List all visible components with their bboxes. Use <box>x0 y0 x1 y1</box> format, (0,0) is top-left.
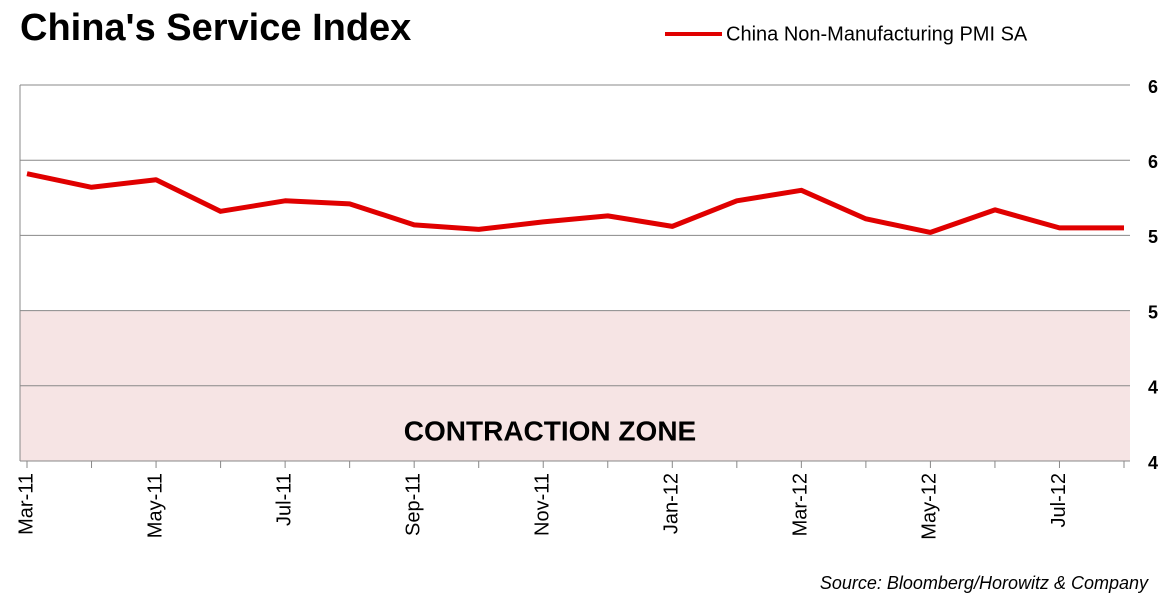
source: Source: Bloomberg/Horowitz & Company <box>820 573 1149 593</box>
x-tick-label: May-11 <box>144 473 166 538</box>
x-tick-label: Jul-12 <box>1048 473 1070 527</box>
y-tick-label: 55 <box>1148 227 1158 247</box>
y-tick-label: 40 <box>1148 453 1158 473</box>
chart-title: China's Service Index <box>20 7 411 49</box>
x-tick-label: Sep-11 <box>402 473 424 536</box>
annotation: CONTRACTION ZONE <box>404 415 696 446</box>
y-tick-label: 65 <box>1148 77 1158 97</box>
x-tick-label: Jul-11 <box>273 473 295 526</box>
x-tick-label: May-12 <box>919 473 941 540</box>
y-tick-label: 50 <box>1148 302 1158 322</box>
x-tick-label: Jan-12 <box>661 473 683 534</box>
x-tick-label: Nov-11 <box>532 473 554 536</box>
legend-label: China Non-Manufacturing PMI SA <box>726 23 1028 45</box>
x-tick-label: Mar-11 <box>15 473 37 535</box>
y-tick-label: 60 <box>1148 152 1158 172</box>
y-tick-label: 45 <box>1148 378 1158 398</box>
data-line <box>26 171 1124 235</box>
x-tick-label: Mar-12 <box>790 473 812 536</box>
